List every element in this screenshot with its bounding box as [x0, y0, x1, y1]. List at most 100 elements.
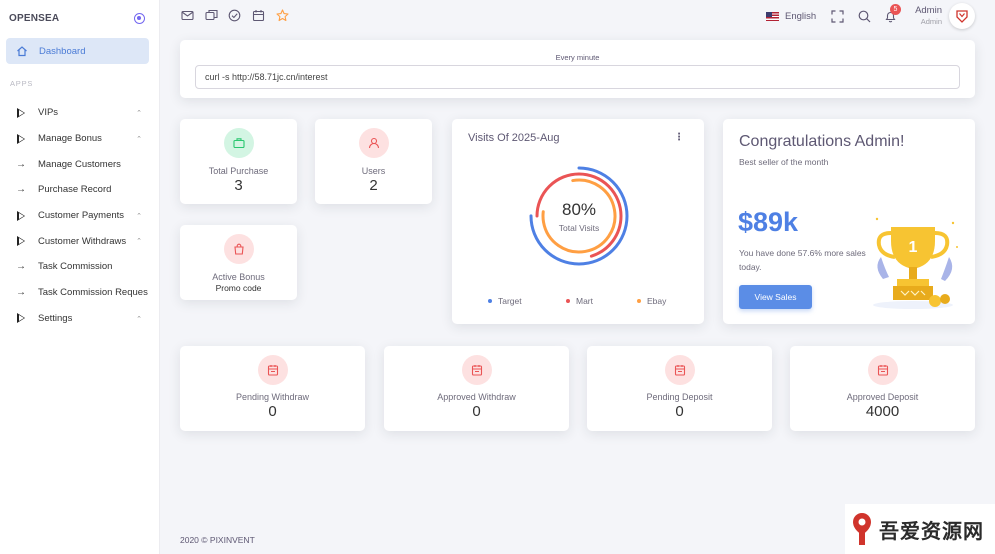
sidebar-item-customer-withdraws[interactable]: Customer Withdraws ⌃	[0, 228, 159, 254]
stat-value: 4000	[865, 403, 900, 420]
user-name: Admin	[915, 5, 942, 16]
check-circle-icon[interactable]	[228, 9, 241, 22]
approved-deposit-card: Approved Deposit 4000	[790, 346, 975, 431]
fullscreen-icon[interactable]	[831, 10, 844, 23]
calendar-icon	[257, 355, 288, 385]
sidebar: OPENSEA Dashboard APPS VIPs ⌃ Manage Bon…	[0, 0, 160, 554]
home-icon	[17, 46, 27, 57]
section-label: APPS	[10, 79, 34, 88]
pending-deposit-card: Pending Deposit 0	[587, 346, 772, 431]
briefcase-icon	[223, 128, 254, 158]
triangle-icon	[15, 236, 27, 247]
notification-badge: 5	[890, 4, 901, 15]
sidebar-item-label: Dashboard	[39, 45, 86, 57]
congrats-subtitle: Best seller of the month	[739, 157, 829, 167]
stat-label: Active Bonus	[212, 272, 265, 282]
calendar-icon	[867, 355, 898, 385]
user-info[interactable]: Admin Admin	[915, 5, 942, 26]
legend-label: Target	[498, 296, 522, 306]
watermark-text: 吾爱资源网	[879, 518, 984, 543]
sidebar-item-task-commission-requests[interactable]: → Task Commission Reques	[0, 280, 159, 306]
sidebar-item-settings[interactable]: Settings ⌃	[0, 306, 159, 332]
legend-label: Mart	[576, 296, 593, 306]
radial-center-label: Total Visits	[558, 223, 600, 233]
stat-value: 0	[472, 403, 481, 420]
radial-chart	[529, 166, 629, 266]
sidebar-item-label: Customer Withdraws	[38, 235, 127, 247]
legend-dot	[637, 299, 641, 303]
visits-title: Visits Of 2025-Aug	[468, 132, 560, 144]
watermark: 吾爱资源网	[845, 504, 995, 554]
radial-center-value: 80%	[561, 200, 597, 219]
sidebar-item-vips[interactable]: VIPs ⌃	[0, 100, 159, 126]
calendar-icon	[664, 355, 695, 385]
us-flag-icon	[766, 11, 779, 21]
sidebar-item-purchase-record[interactable]: → Purchase Record	[0, 177, 159, 203]
sidebar-item-manage-customers[interactable]: → Manage Customers	[0, 151, 159, 177]
stat-label: Approved Deposit	[846, 392, 919, 402]
more-vertical-icon[interactable]: ⋮	[674, 132, 684, 143]
arrow-right-icon: →	[16, 287, 26, 299]
avatar[interactable]	[949, 3, 975, 29]
visits-card: Visits Of 2025-Aug ⋮ 80% Total Visits Ta…	[452, 119, 704, 324]
view-sales-button[interactable]: View Sales	[739, 285, 812, 309]
language-label: English	[785, 10, 817, 22]
brand-name: OPENSEA	[9, 12, 60, 24]
stat-label: Total Purchase	[208, 166, 269, 176]
star-icon[interactable]	[276, 9, 289, 22]
search-icon[interactable]	[858, 10, 871, 23]
calendar-icon	[461, 355, 492, 385]
user-icon	[358, 128, 389, 158]
legend-ebay: Ebay	[637, 296, 666, 306]
user-role: Admin	[920, 17, 942, 26]
mail-icon[interactable]	[181, 9, 194, 22]
stat-value: 0	[268, 403, 277, 420]
sidebar-item-task-commission[interactable]: → Task Commission	[0, 254, 159, 280]
sidebar-item-label: Settings	[38, 312, 73, 324]
stat-label: Pending Withdraw	[235, 392, 310, 402]
sidebar-item-customer-payments[interactable]: Customer Payments ⌃	[0, 203, 159, 229]
approved-withdraw-card: Approved Withdraw 0	[384, 346, 569, 431]
sidebar-toggle-icon[interactable]	[134, 12, 145, 24]
shopping-bag-icon	[223, 234, 254, 264]
chevron-up-icon: ⌃	[136, 135, 142, 143]
arrow-right-icon: →	[16, 261, 26, 273]
stat-label: Pending Deposit	[646, 392, 713, 402]
svg-text:1: 1	[909, 239, 918, 256]
stat-sub: Promo code	[215, 283, 262, 293]
calendar-icon[interactable]	[252, 9, 265, 22]
legend-mart: Mart	[566, 296, 593, 306]
congratulations-card: Congratulations Admin! Best seller of th…	[723, 119, 975, 324]
triangle-icon	[15, 210, 27, 221]
stat-label: Approved Withdraw	[437, 392, 516, 402]
legend-dot	[566, 299, 570, 303]
radial-arc-target	[529, 166, 629, 266]
chevron-up-icon: ⌃	[136, 238, 142, 246]
congrats-description: You have done 57.6% more sales today.	[739, 248, 866, 272]
chat-icon[interactable]	[205, 9, 218, 22]
radial-arc-mart	[535, 172, 623, 260]
language-selector[interactable]: English	[766, 0, 816, 32]
total-purchase-card: Total Purchase 3	[180, 119, 297, 204]
legend-dot	[488, 299, 492, 303]
pending-withdraw-card: Pending Withdraw 0	[180, 346, 365, 431]
congrats-title: Congratulations Admin!	[739, 133, 905, 150]
chevron-up-icon: ⌃	[136, 110, 142, 117]
sidebar-item-dashboard[interactable]: Dashboard	[6, 38, 149, 64]
stat-value: 0	[675, 403, 684, 420]
legend-label: Ebay	[647, 296, 667, 306]
watermark-logo-icon	[853, 513, 871, 545]
sidebar-item-label: Task Commission Reques	[38, 287, 148, 299]
sidebar-item-label: Manage Customers	[38, 158, 121, 170]
chevron-up-icon: ⌃	[136, 315, 142, 323]
radial-arc-ebay	[541, 178, 617, 254]
sidebar-item-label: Purchase Record	[38, 184, 112, 196]
sidebar-item-label: Manage Bonus	[38, 133, 102, 145]
logo-icon	[956, 10, 968, 23]
trophy-icon: 1	[873, 217, 958, 309]
sidebar-item-label: Task Commission	[38, 261, 113, 273]
sidebar-item-manage-bonus[interactable]: Manage Bonus ⌃	[0, 126, 159, 152]
cron-title: Every minute	[555, 53, 600, 62]
triangle-icon	[15, 107, 27, 118]
cron-command-field[interactable]: curl -s http://58.71jc.cn/interest	[195, 65, 960, 89]
